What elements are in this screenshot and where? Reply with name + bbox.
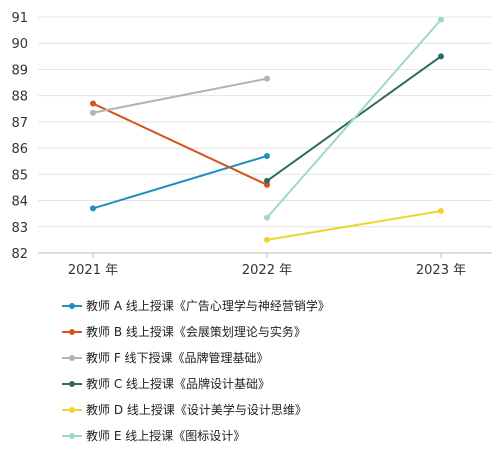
data-point [90,100,96,107]
legend-swatch-marker [69,355,75,361]
legend-swatch-marker [69,433,75,439]
x-axis-ticks: 2021 年 2022 年 2023 年 [68,253,466,278]
legend: 教师 A 线上授课《广告心理学与神经营销学》教师 B 线上授课《会展策划理论与实… [62,298,330,443]
y-tick-label: 85 [11,168,28,183]
data-point [90,109,96,116]
legend-item: 教师 F 线下授课《品牌管理基础》 [62,350,269,365]
y-axis-ticks: 82 83 84 85 86 87 88 89 90 91 [11,11,28,262]
series-line [92,102,268,186]
series-5 [264,16,444,221]
data-point [264,236,270,243]
series-layer [90,16,444,243]
data-point [90,205,96,212]
data-point [264,152,270,159]
legend-label: 教师 E 线上授课《图标设计》 [86,428,245,443]
legend-label: 教师 F 线下授课《品牌管理基础》 [86,350,269,365]
legend-label: 教师 C 线上授课《品牌设计基础》 [86,376,270,391]
legend-swatch-marker [69,381,75,387]
legend-item: 教师 E 线上授课《图标设计》 [62,428,245,443]
y-tick-label: 90 [11,37,28,52]
y-tick-label: 84 [11,195,28,210]
legend-swatch-marker [69,407,75,413]
legend-swatch-marker [69,329,75,335]
legend-item: 教师 A 线上授课《广告心理学与神经营销学》 [62,298,330,313]
legend-item: 教师 D 线上授课《设计美学与设计思维》 [62,402,307,417]
legend-item: 教师 B 线上授课《会展策划理论与实务》 [62,324,306,339]
y-tick-label: 89 [11,63,28,78]
series-4 [264,208,444,243]
y-tick-label: 83 [11,221,28,236]
legend-swatch-marker [69,303,75,309]
data-point [264,75,270,82]
legend-label: 教师 A 线上授课《广告心理学与神经营销学》 [86,298,330,313]
grid-lines [38,16,492,254]
data-point [264,177,270,184]
y-tick-label: 91 [11,11,28,26]
series-line [92,77,268,114]
y-tick-label: 82 [11,247,28,262]
x-tick-label: 2022 年 [242,263,292,278]
data-point [438,208,444,215]
legend-label: 教师 B 线上授课《会展策划理论与实务》 [86,324,306,339]
x-tick-label: 2023 年 [416,263,466,278]
data-point [438,16,444,23]
y-tick-label: 88 [11,90,28,105]
legend-label: 教师 D 线上授课《设计美学与设计思维》 [86,402,307,417]
series-line [92,155,268,210]
data-point [264,214,270,221]
series-line [266,210,442,241]
series-0 [90,152,270,212]
series-2 [90,75,270,116]
data-point [438,53,444,60]
x-tick-label: 2021 年 [68,263,118,278]
series-line [266,18,442,219]
legend-item: 教师 C 线上授课《品牌设计基础》 [62,376,270,391]
y-tick-label: 87 [11,116,28,131]
y-tick-label: 86 [11,142,28,157]
